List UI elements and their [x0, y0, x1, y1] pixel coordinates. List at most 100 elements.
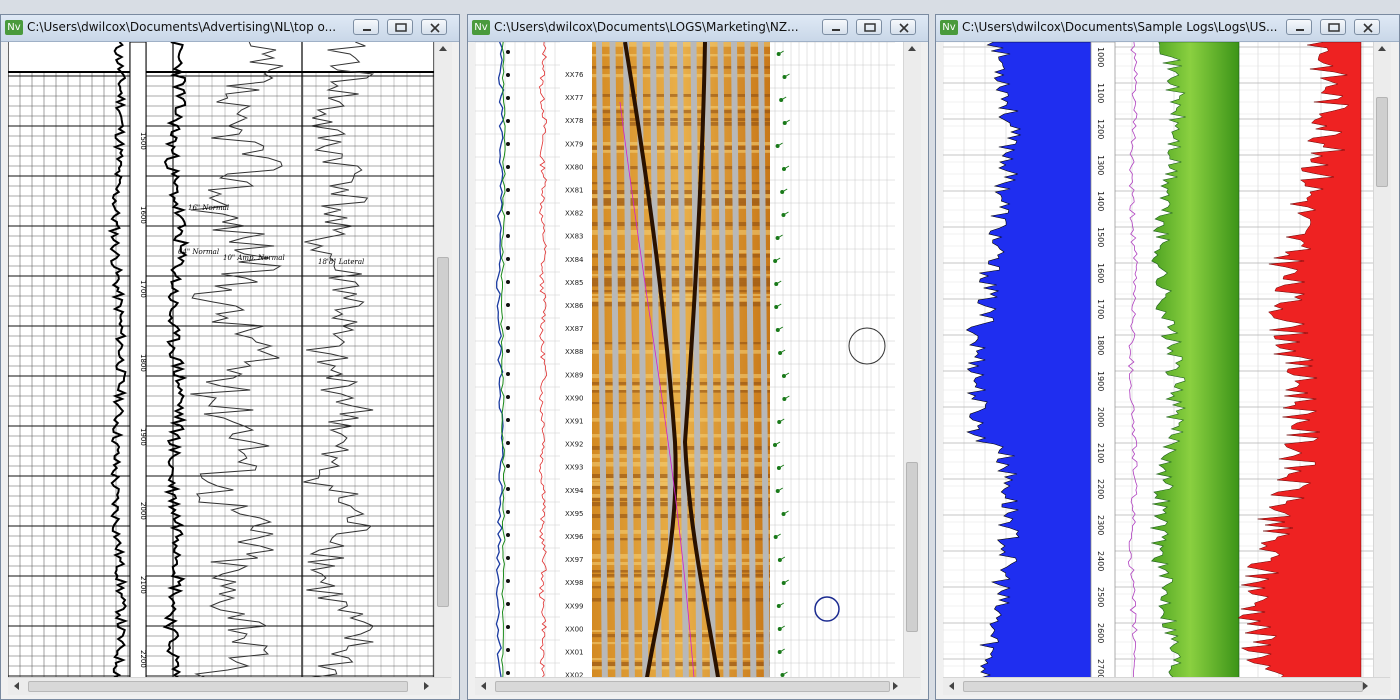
- minimize-icon: [832, 29, 840, 31]
- scroll-left-arrow-icon[interactable]: [481, 682, 486, 690]
- depth-label: 1100: [1096, 83, 1105, 103]
- vertical-scrollbar[interactable]: [1373, 42, 1391, 690]
- depth-label: 1700: [139, 280, 147, 298]
- image-band: [592, 554, 770, 559]
- neuralog-app-icon: Nv: [5, 20, 23, 35]
- tadpole-marker: [506, 349, 510, 353]
- scroll-up-arrow-icon[interactable]: [439, 46, 447, 51]
- depth-label: XX97: [565, 556, 584, 564]
- horizontal-scroll-thumb[interactable]: [28, 681, 408, 692]
- rose-diagram: [814, 596, 840, 622]
- title-bar[interactable]: Nv C:\Users\dwilcox\Documents\Advertisin…: [1, 15, 459, 42]
- close-icon: [430, 23, 440, 33]
- depth-label: XX96: [565, 533, 584, 541]
- image-log-canvas[interactable]: XX76 XX77 XX78 XX79 XX80 XX81 XX82 XX83 XX84 XX85…: [475, 42, 903, 690]
- fracture-trace: [623, 42, 678, 690]
- maximize-icon: [395, 23, 407, 32]
- raster-log-canvas[interactable]: 1500 1600 1700 1800 1900 2000 2100 2200 16" Nor…: [8, 42, 434, 690]
- image-band: [592, 666, 770, 670]
- tadpole-marker: [506, 556, 510, 560]
- depth-label: XX93: [565, 464, 584, 472]
- tadpole-marker: [506, 303, 510, 307]
- depth-label: XX00: [565, 625, 584, 633]
- close-button[interactable]: [1354, 19, 1380, 35]
- horizontal-scroll-thumb[interactable]: [963, 681, 1363, 692]
- depth-label: 1500: [139, 132, 147, 150]
- image-band: [592, 586, 770, 589]
- scroll-right-arrow-icon[interactable]: [424, 682, 429, 690]
- tadpole-marker: [506, 280, 510, 284]
- horizontal-scroll-thumb[interactable]: [495, 681, 890, 692]
- minimize-icon: [1296, 29, 1304, 31]
- pad-gap-stripe: [650, 42, 662, 690]
- image-band: [592, 634, 770, 638]
- scroll-left-arrow-icon[interactable]: [949, 682, 954, 690]
- dip-tail: [779, 556, 786, 561]
- depth-label: 2300: [1096, 515, 1105, 535]
- tadpole-marker: [506, 326, 510, 330]
- curve-log-canvas[interactable]: 1000 1100 1200 1300 1400 1500 1600 1700 1800 1900…: [943, 42, 1373, 690]
- image-log-window[interactable]: Nv C:\Users\dwilcox\Documents\LOGS\Marke…: [467, 14, 929, 700]
- depth-label: 1700: [1096, 299, 1105, 319]
- pad-gap-stripe: [717, 42, 730, 690]
- pad-gap-stripe: [758, 42, 770, 690]
- tadpole-marker: [506, 96, 510, 100]
- pad-gap-stripe: [690, 42, 703, 690]
- curve-log-window[interactable]: Nv C:\Users\dwilcox\Documents\Sample Log…: [935, 14, 1400, 700]
- close-button[interactable]: [421, 19, 447, 35]
- depth-label: XX90: [565, 394, 584, 402]
- tadpole-marker: [506, 188, 510, 192]
- fracture-trace: [682, 42, 722, 690]
- image-band: [592, 578, 770, 582]
- dip-tail: [784, 73, 790, 78]
- image-band: [592, 482, 770, 486]
- depth-label: XX87: [565, 325, 584, 333]
- depth-label: XX80: [565, 163, 584, 171]
- minimize-button[interactable]: [353, 19, 379, 35]
- close-button[interactable]: [890, 19, 916, 35]
- depth-label: 2100: [1096, 443, 1105, 463]
- tadpole-marker: [506, 533, 510, 537]
- vertical-scroll-thumb[interactable]: [1376, 97, 1388, 187]
- depth-label: 1400: [1096, 191, 1105, 211]
- depth-label: XX83: [565, 233, 584, 241]
- scroll-right-arrow-icon[interactable]: [1363, 682, 1368, 690]
- tadpole-marker: [506, 142, 510, 146]
- image-band: [592, 570, 770, 573]
- scroll-left-arrow-icon[interactable]: [14, 682, 19, 690]
- title-bar[interactable]: Nv C:\Users\dwilcox\Documents\LOGS\Marke…: [468, 15, 928, 42]
- horizontal-scrollbar[interactable]: [475, 677, 920, 695]
- depth-label: XX89: [565, 371, 584, 379]
- depth-label: XX02: [565, 672, 584, 680]
- tadpole-marker: [506, 257, 510, 261]
- vertical-scroll-thumb[interactable]: [906, 462, 918, 632]
- resistivity-curve: [162, 42, 190, 690]
- horizontal-scrollbar[interactable]: [943, 677, 1390, 695]
- maximize-button[interactable]: [856, 19, 882, 35]
- dip-tail: [783, 579, 789, 584]
- image-log-plot: XX76 XX77 XX78 XX79 XX80 XX81 XX82 XX83 XX84 XX85…: [475, 42, 895, 690]
- dip-tail: [778, 418, 785, 423]
- vertical-scroll-thumb[interactable]: [437, 257, 449, 607]
- depth-label: XX78: [565, 117, 584, 125]
- minimize-button[interactable]: [822, 19, 848, 35]
- vertical-scrollbar[interactable]: [434, 42, 452, 690]
- tadpole-marker: [506, 671, 510, 675]
- pad-gap-stripe: [704, 42, 716, 690]
- tadpole-marker: [506, 165, 510, 169]
- raster-log-window[interactable]: Nv C:\Users\dwilcox\Documents\Advertisin…: [0, 14, 460, 700]
- maximize-button[interactable]: [387, 19, 413, 35]
- tadpole-marker: [506, 418, 510, 422]
- title-bar[interactable]: Nv C:\Users\dwilcox\Documents\Sample Log…: [936, 15, 1399, 42]
- scroll-up-arrow-icon[interactable]: [1378, 46, 1386, 51]
- maximize-button[interactable]: [1320, 19, 1346, 35]
- image-band: [592, 486, 770, 490]
- minimize-button[interactable]: [1286, 19, 1312, 35]
- vertical-scrollbar[interactable]: [903, 42, 921, 690]
- scroll-up-arrow-icon[interactable]: [908, 46, 916, 51]
- scroll-right-arrow-icon[interactable]: [893, 682, 898, 690]
- depth-label: 1300: [1096, 155, 1105, 175]
- tadpole-marker: [506, 579, 510, 583]
- horizontal-scrollbar[interactable]: [8, 677, 451, 695]
- dip-tail: [777, 142, 783, 147]
